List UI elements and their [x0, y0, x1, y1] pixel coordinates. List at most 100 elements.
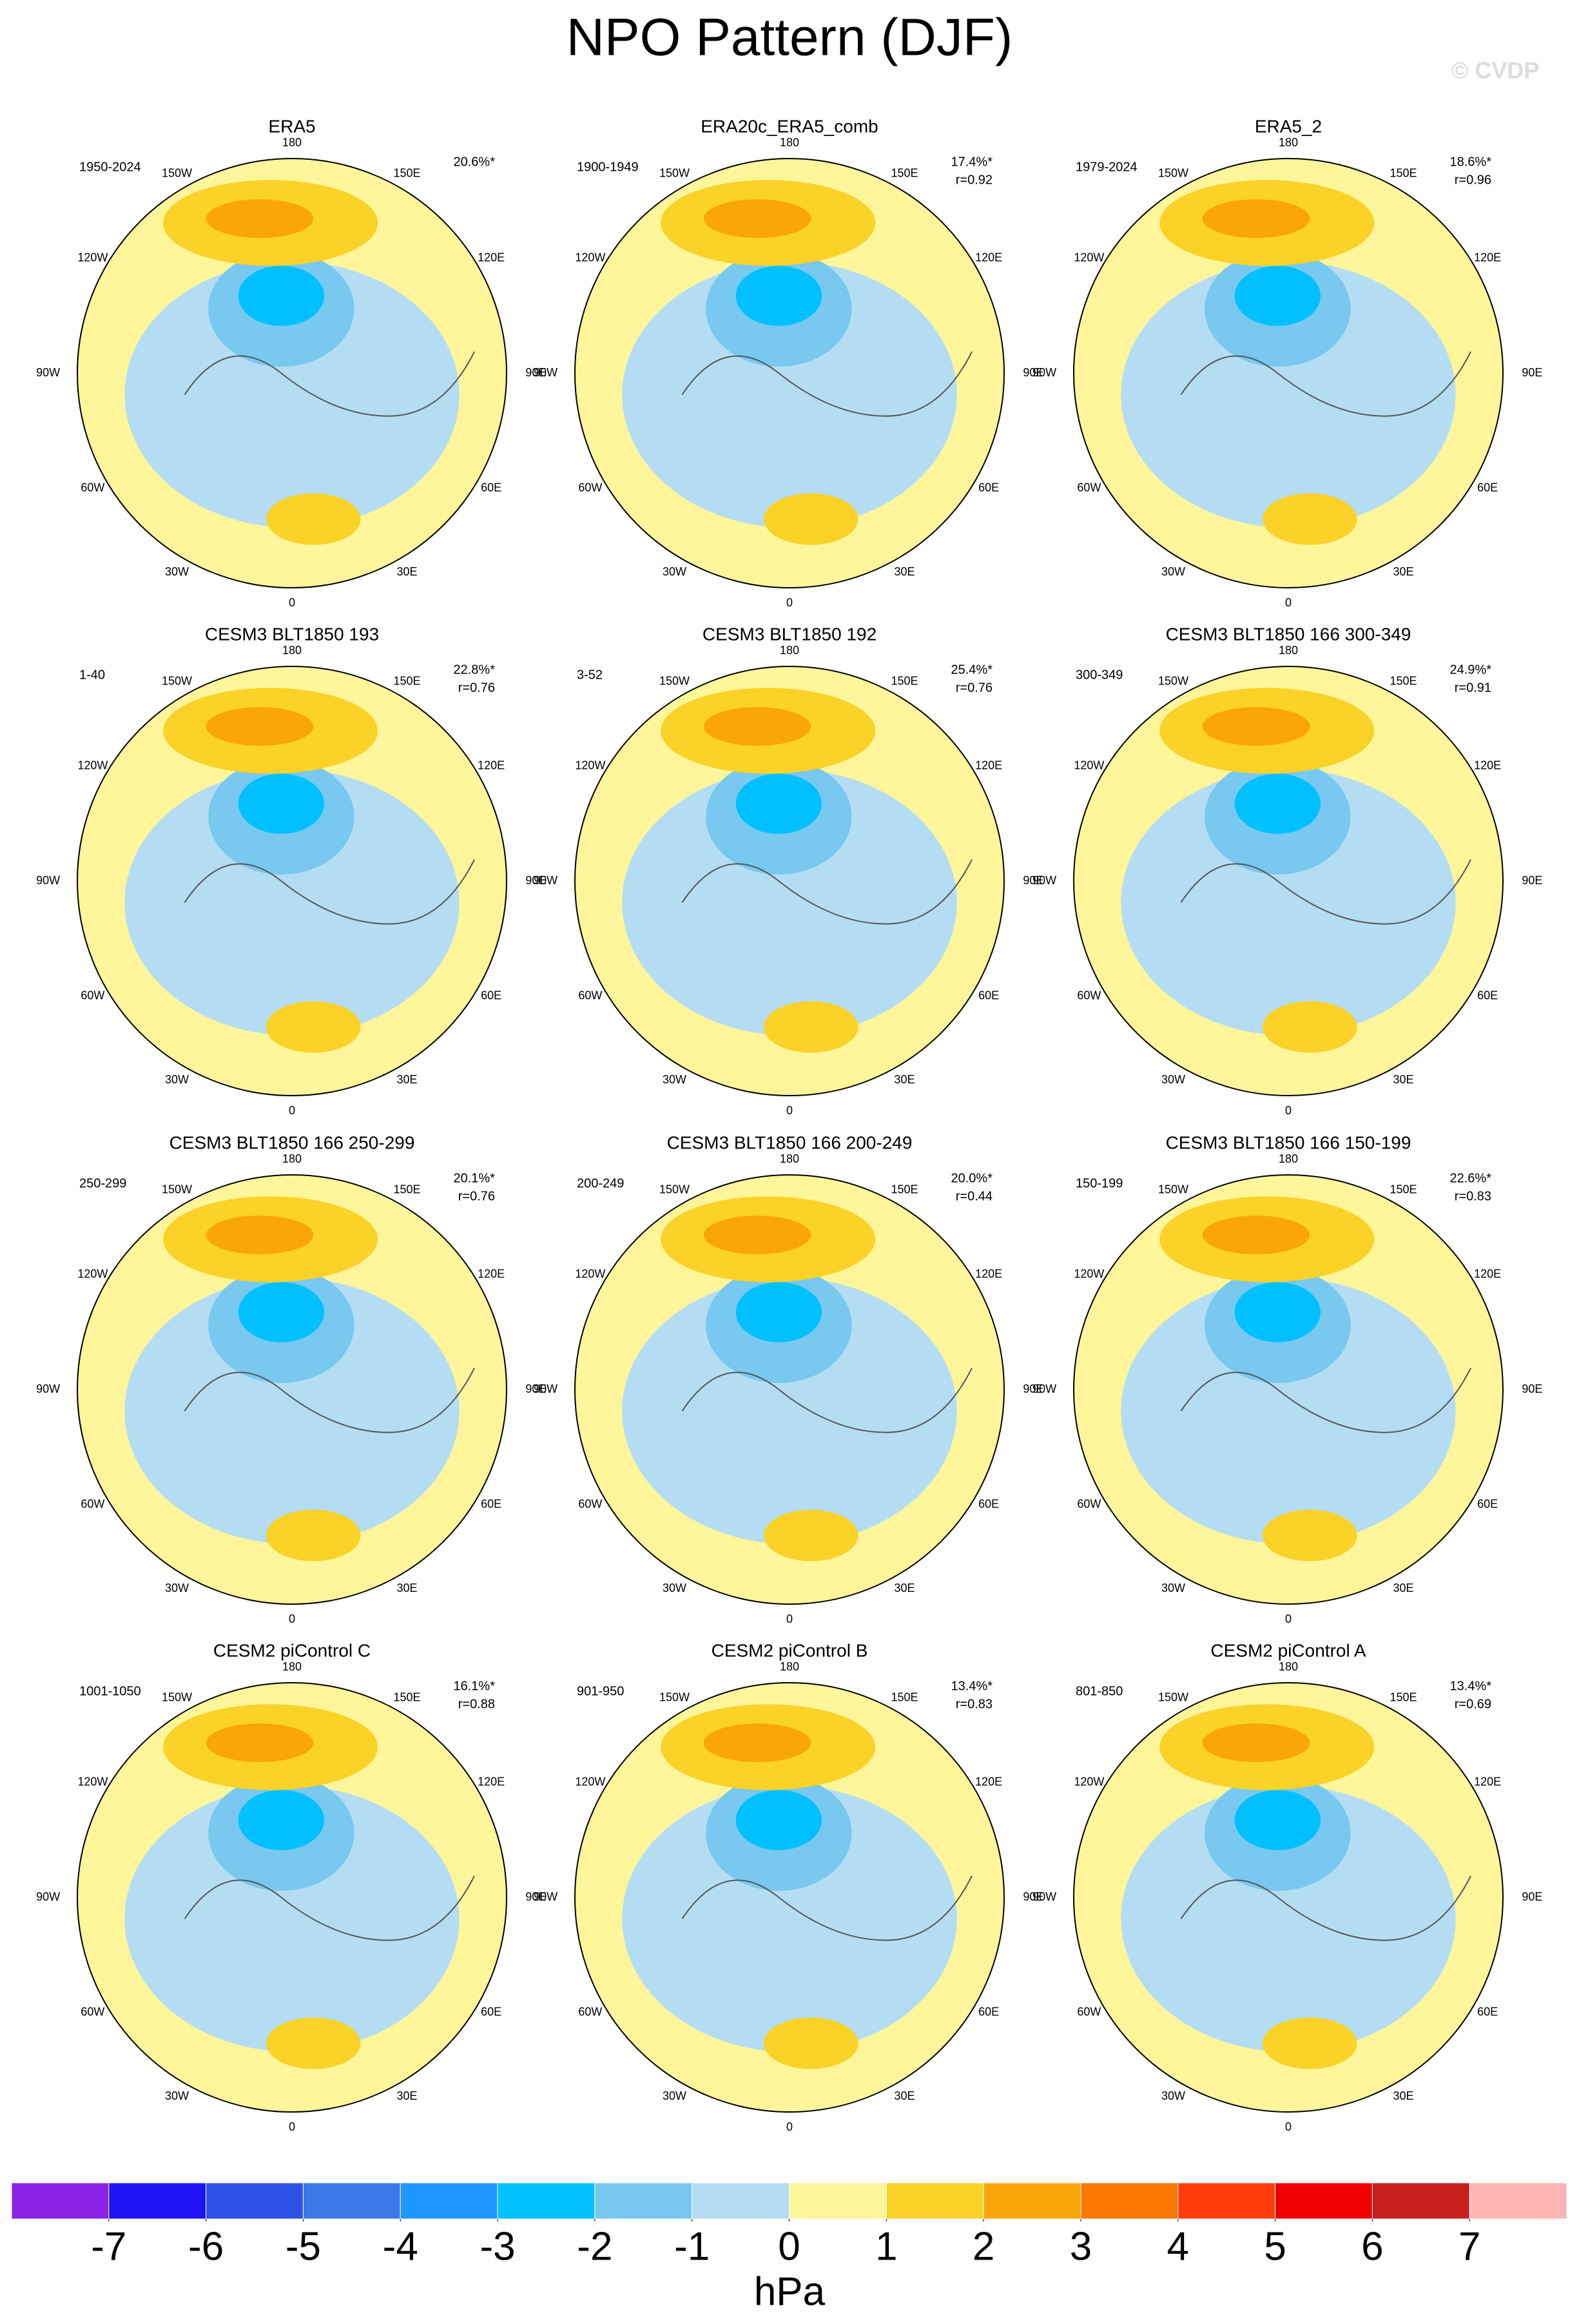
longitude-label: 90E: [1023, 874, 1043, 887]
contour-region: [622, 1785, 957, 2052]
contour-region: [124, 1785, 460, 2052]
longitude-label: 90E: [1522, 1890, 1542, 1903]
variance-label: 13.4%*: [1450, 1679, 1492, 1693]
map-panel: CESM3 BLT1850 166 150-199 150-199 22.6%* r=…: [1032, 1132, 1542, 1625]
longitude-label: 60W: [1077, 2005, 1101, 2018]
field: [622, 1704, 973, 2069]
longitude-label: 30W: [663, 2089, 686, 2102]
variance-label: 16.1%*: [454, 1679, 496, 1693]
contour-region: [124, 261, 460, 528]
map-border: [574, 666, 1005, 1096]
period-label: 801-850: [1076, 1684, 1123, 1698]
colorbar-tick-label: -3: [480, 2224, 515, 2269]
longitude-label: 60W: [578, 989, 602, 1002]
longitude-label: 30E: [1393, 2089, 1413, 2102]
longitude-label: 120W: [575, 759, 605, 771]
contour-region: [703, 199, 811, 238]
contour-region: [622, 1277, 957, 1544]
longitude-label: 150E: [393, 1691, 420, 1704]
colorbar-box: [497, 2182, 596, 2220]
colorbar-box: [108, 2182, 207, 2220]
longitude-label: 180: [780, 1152, 799, 1165]
field: [124, 1196, 475, 1562]
contour-region: [703, 707, 811, 746]
longitude-label: 180: [1279, 136, 1298, 149]
contour-region: [1121, 769, 1456, 1036]
field: [124, 1704, 475, 2069]
longitude-label: 60W: [81, 481, 104, 494]
period-label: 1001-1050: [79, 1684, 141, 1698]
map-border: [77, 666, 507, 1096]
longitude-label: 120E: [975, 1267, 1002, 1280]
watermark: © CVDP: [1451, 57, 1540, 84]
longitude-label: 60E: [978, 1497, 999, 1510]
variance-label: 22.8%*: [454, 663, 496, 677]
longitude-label: 30E: [1393, 1073, 1413, 1086]
correlation-label: r=0.69: [1455, 1697, 1491, 1711]
correlation-label: r=0.91: [1455, 681, 1491, 695]
period-label: 1950-2024: [79, 160, 141, 174]
variance-label: 22.6%*: [1450, 1171, 1492, 1185]
longitude-label: 90W: [36, 1382, 60, 1395]
longitude-label: 30E: [396, 1073, 417, 1086]
field: [1121, 688, 1471, 1053]
longitude-label: 90W: [1032, 874, 1056, 887]
correlation-label: r=0.92: [956, 173, 993, 187]
longitude-label: 120E: [1474, 1775, 1501, 1788]
colorbar-box: [789, 2182, 887, 2220]
longitude-label: 120W: [1074, 1267, 1104, 1280]
coastline: [184, 351, 475, 417]
longitude-label: 150W: [162, 167, 192, 180]
colorbar-box: [594, 2182, 693, 2220]
longitude-label: 0: [786, 2120, 793, 2133]
panel-title: CESM2 piControl B: [712, 1640, 868, 1660]
longitude-label: 30W: [663, 565, 686, 578]
period-label: 1979-2024: [1076, 160, 1138, 174]
contour-region: [266, 2017, 361, 2069]
period-label: 300-349: [1076, 668, 1123, 682]
field: [1121, 1196, 1471, 1562]
map-panel: CESM3 BLT1850 166 250-299 250-299 20.1%* r=…: [36, 1132, 546, 1625]
longitude-label: 0: [289, 1612, 295, 1625]
period-label: 1-40: [79, 668, 105, 682]
contour-region: [735, 773, 822, 834]
colorbar-box: [983, 2182, 1081, 2220]
period-label: 1900-1949: [577, 160, 639, 174]
longitude-label: 150W: [1158, 1183, 1188, 1196]
contour-region: [206, 199, 314, 238]
coastline: [1180, 351, 1471, 417]
colorbar-tick-label: 6: [1361, 2224, 1383, 2269]
panel-title: ERA20c_ERA5_comb: [701, 116, 878, 136]
longitude-label: 60E: [1477, 481, 1498, 494]
longitude-label: 60E: [1477, 2005, 1498, 2018]
contour-region: [238, 1790, 324, 1850]
longitude-label: 60W: [578, 1497, 602, 1510]
map-panel: ERA5_2 1979-2024 18.6%* r=0.96 180 150E 120E 90…: [1032, 116, 1542, 608]
colorbar-tick-label: 1: [875, 2224, 897, 2269]
longitude-label: 120E: [1474, 759, 1501, 771]
coastline: [681, 1875, 973, 1941]
longitude-label: 30E: [894, 1582, 915, 1594]
colorbar-tick-label: -6: [188, 2224, 224, 2269]
longitude-label: 60E: [481, 989, 501, 1002]
longitude-label: 30E: [894, 1073, 915, 1086]
colorbar-box: [1469, 2182, 1567, 2220]
longitude-label: 180: [780, 136, 799, 149]
longitude-label: 90E: [525, 366, 546, 379]
longitude-label: 150W: [162, 675, 192, 688]
longitude-label: 120E: [478, 759, 505, 771]
colorbar-box: [11, 2182, 110, 2220]
panel-title: CESM3 BLT1850 192: [702, 624, 877, 644]
longitude-label: 180: [282, 1660, 302, 1673]
panel-title: CESM2 piControl A: [1210, 1640, 1366, 1660]
period-label: 901-950: [577, 1684, 624, 1698]
longitude-label: 60W: [81, 2005, 104, 2018]
coastline: [184, 1368, 475, 1433]
longitude-label: 90E: [525, 874, 546, 887]
period-label: 150-199: [1076, 1176, 1123, 1190]
longitude-label: 150W: [162, 1691, 192, 1704]
colorbar-box: [1177, 2182, 1276, 2220]
correlation-label: r=0.83: [1455, 1189, 1491, 1203]
field: [124, 180, 475, 545]
field: [622, 1196, 973, 1562]
